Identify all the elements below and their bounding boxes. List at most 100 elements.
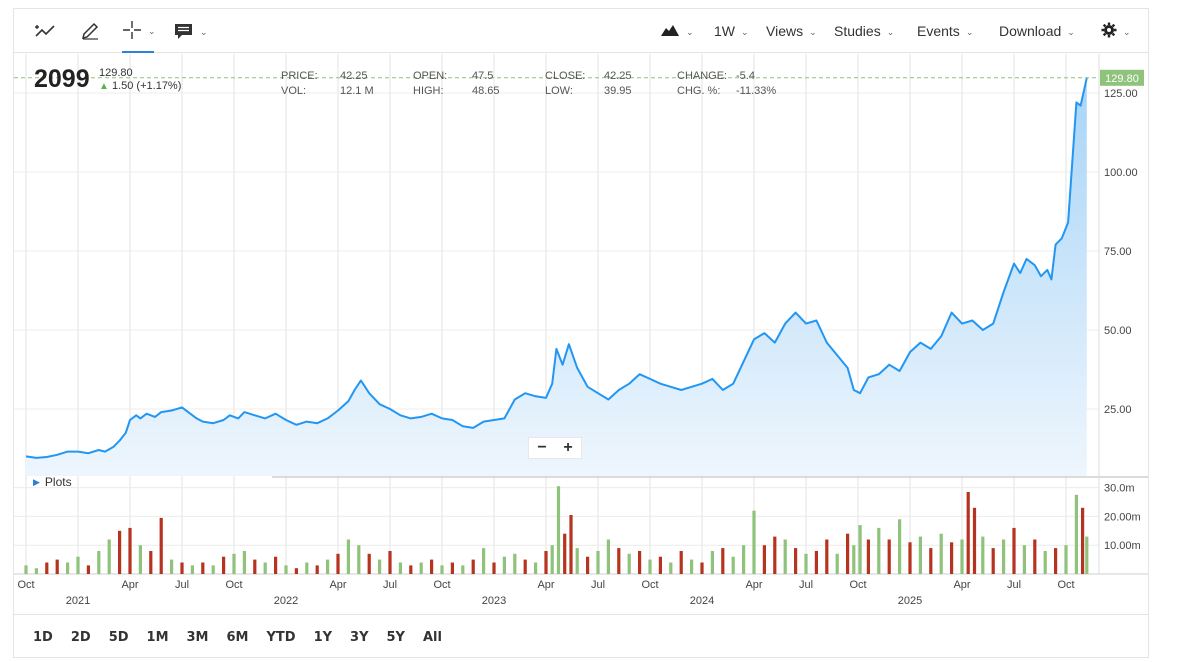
events-button[interactable]: Events ⌄ [917,9,973,53]
volume-bar [419,562,423,574]
interval-button[interactable]: 1W ⌄ [714,9,749,53]
volume-bar [66,562,70,574]
volume-bar [690,559,694,574]
price-tick-label: 25.00 [1104,404,1132,416]
volume-bar [336,553,340,574]
volume-bar [378,559,382,574]
volume-bar [502,556,506,574]
studies-label: Studies [834,23,881,39]
price-change: ▲ 1.50 (+1.17%) [99,80,181,92]
price-tick-label: 50.00 [1104,325,1132,337]
crosshair-icon [122,20,142,40]
toolbar: ⌄ ⌄ ⌄ 1W ⌄ Views ⌄ Studies ⌄ Events [14,9,1148,53]
range-button-all[interactable]: All [422,629,442,645]
zoom-out-button[interactable]: − [537,439,547,456]
month-tick-label: Jul [591,579,605,591]
range-button-3y[interactable]: 3Y [350,629,369,645]
download-label: Download [999,23,1062,39]
month-tick-label: Jul [1007,579,1021,591]
volume-bar [773,536,777,574]
volume-bar [866,539,870,574]
range-button-5y[interactable]: 5Y [386,629,405,645]
price-chart[interactable]: 129.80 25.00 50.00 75.00 100.00 125.00 10.00m 2… [14,54,1148,614]
volume-bar [118,530,122,574]
range-button-ytd[interactable]: YTD [266,629,296,645]
volume-bar [274,556,278,574]
volume-bar [86,565,90,574]
range-button-1y[interactable]: 1Y [313,629,333,645]
chevron-down-icon: ⌄ [1067,27,1075,37]
volume-bar [710,551,714,574]
volume-bar [128,527,132,574]
month-tick-label: Jul [799,579,813,591]
interval-label: 1W [714,23,735,39]
volume-bar [1074,494,1078,574]
volume-bar [972,507,977,574]
settings-button[interactable]: ⌄ [1101,9,1131,53]
range-button-6m[interactable]: 6M [226,629,249,645]
zoom-control: − + [528,437,582,459]
chart-type-button[interactable]: ⌄ [660,9,694,53]
comment-button[interactable]: ⌄ [174,9,208,53]
volume-bar [939,533,943,574]
plots-label: Plots [44,475,72,489]
range-button-3m[interactable]: 3M [186,629,209,645]
volume-bar [1002,539,1006,574]
volume-bar [24,565,28,574]
volume-bar [513,553,517,574]
month-tick-label: Apr [121,579,138,591]
volume-bar [617,548,621,574]
volume-bar [966,492,970,574]
zoom-in-button[interactable]: + [563,439,573,456]
volume-bar [1054,548,1058,574]
volume-bar [159,517,163,574]
volume-bar [638,551,642,574]
views-button[interactable]: Views ⌄ [766,9,817,53]
pencil-icon [80,21,100,41]
range-button-1d[interactable]: 1D [33,629,53,645]
volume-bar [482,548,486,574]
volume-bar [550,545,554,574]
volume-bar [430,559,434,574]
volume-bar [742,545,746,574]
volume-bar [563,533,567,574]
studies-button[interactable]: Studies ⌄ [834,9,894,53]
stat-high: 48.65 [472,85,500,97]
crosshair-button[interactable]: ⌄ [122,9,156,53]
views-label: Views [766,23,804,39]
drawing-tools-button[interactable] [34,9,58,53]
volume-bar [34,568,38,574]
download-button[interactable]: Download ⌄ [999,9,1075,53]
stat-low-label: LOW: [545,85,573,97]
volume-bar [679,551,683,574]
month-tick-label: Apr [329,579,346,591]
chart-frame: ⌄ ⌄ ⌄ 1W ⌄ Views ⌄ Studies ⌄ Events [13,8,1149,658]
volume-tick-label: 10.00m [1104,540,1141,552]
comment-icon [174,22,194,40]
last-price-tag-bg [1100,69,1144,86]
events-label: Events [917,23,960,39]
month-tick-label: Oct [225,579,242,591]
stat-low: 39.95 [604,85,632,97]
volume-bar [783,539,787,574]
stat-chgpct: -11.33% [736,85,777,97]
volume-bar [45,562,49,574]
month-tick-label: Oct [17,579,34,591]
symbol-label: 2099 [34,65,90,93]
volume-bar [170,559,174,574]
chevron-down-icon: ⌄ [741,27,749,37]
volume-bar [981,536,985,574]
range-button-2d[interactable]: 2D [70,629,91,645]
volume-bar [762,545,766,574]
month-tick-label: Apr [745,579,762,591]
annotate-button[interactable] [80,9,100,53]
plots-toggle[interactable]: ▶ Plots [33,475,72,489]
volume-bar [492,562,496,574]
stat-close: 42.25 [604,70,632,82]
stat-change-label: CHANGE: [677,70,728,82]
month-tick-label: Oct [1057,579,1074,591]
range-button-1m[interactable]: 1M [146,629,169,645]
arrow-up-icon: ▲ [99,81,109,92]
year-tick-label: 2022 [274,595,298,607]
range-button-5d[interactable]: 5D [108,629,129,645]
